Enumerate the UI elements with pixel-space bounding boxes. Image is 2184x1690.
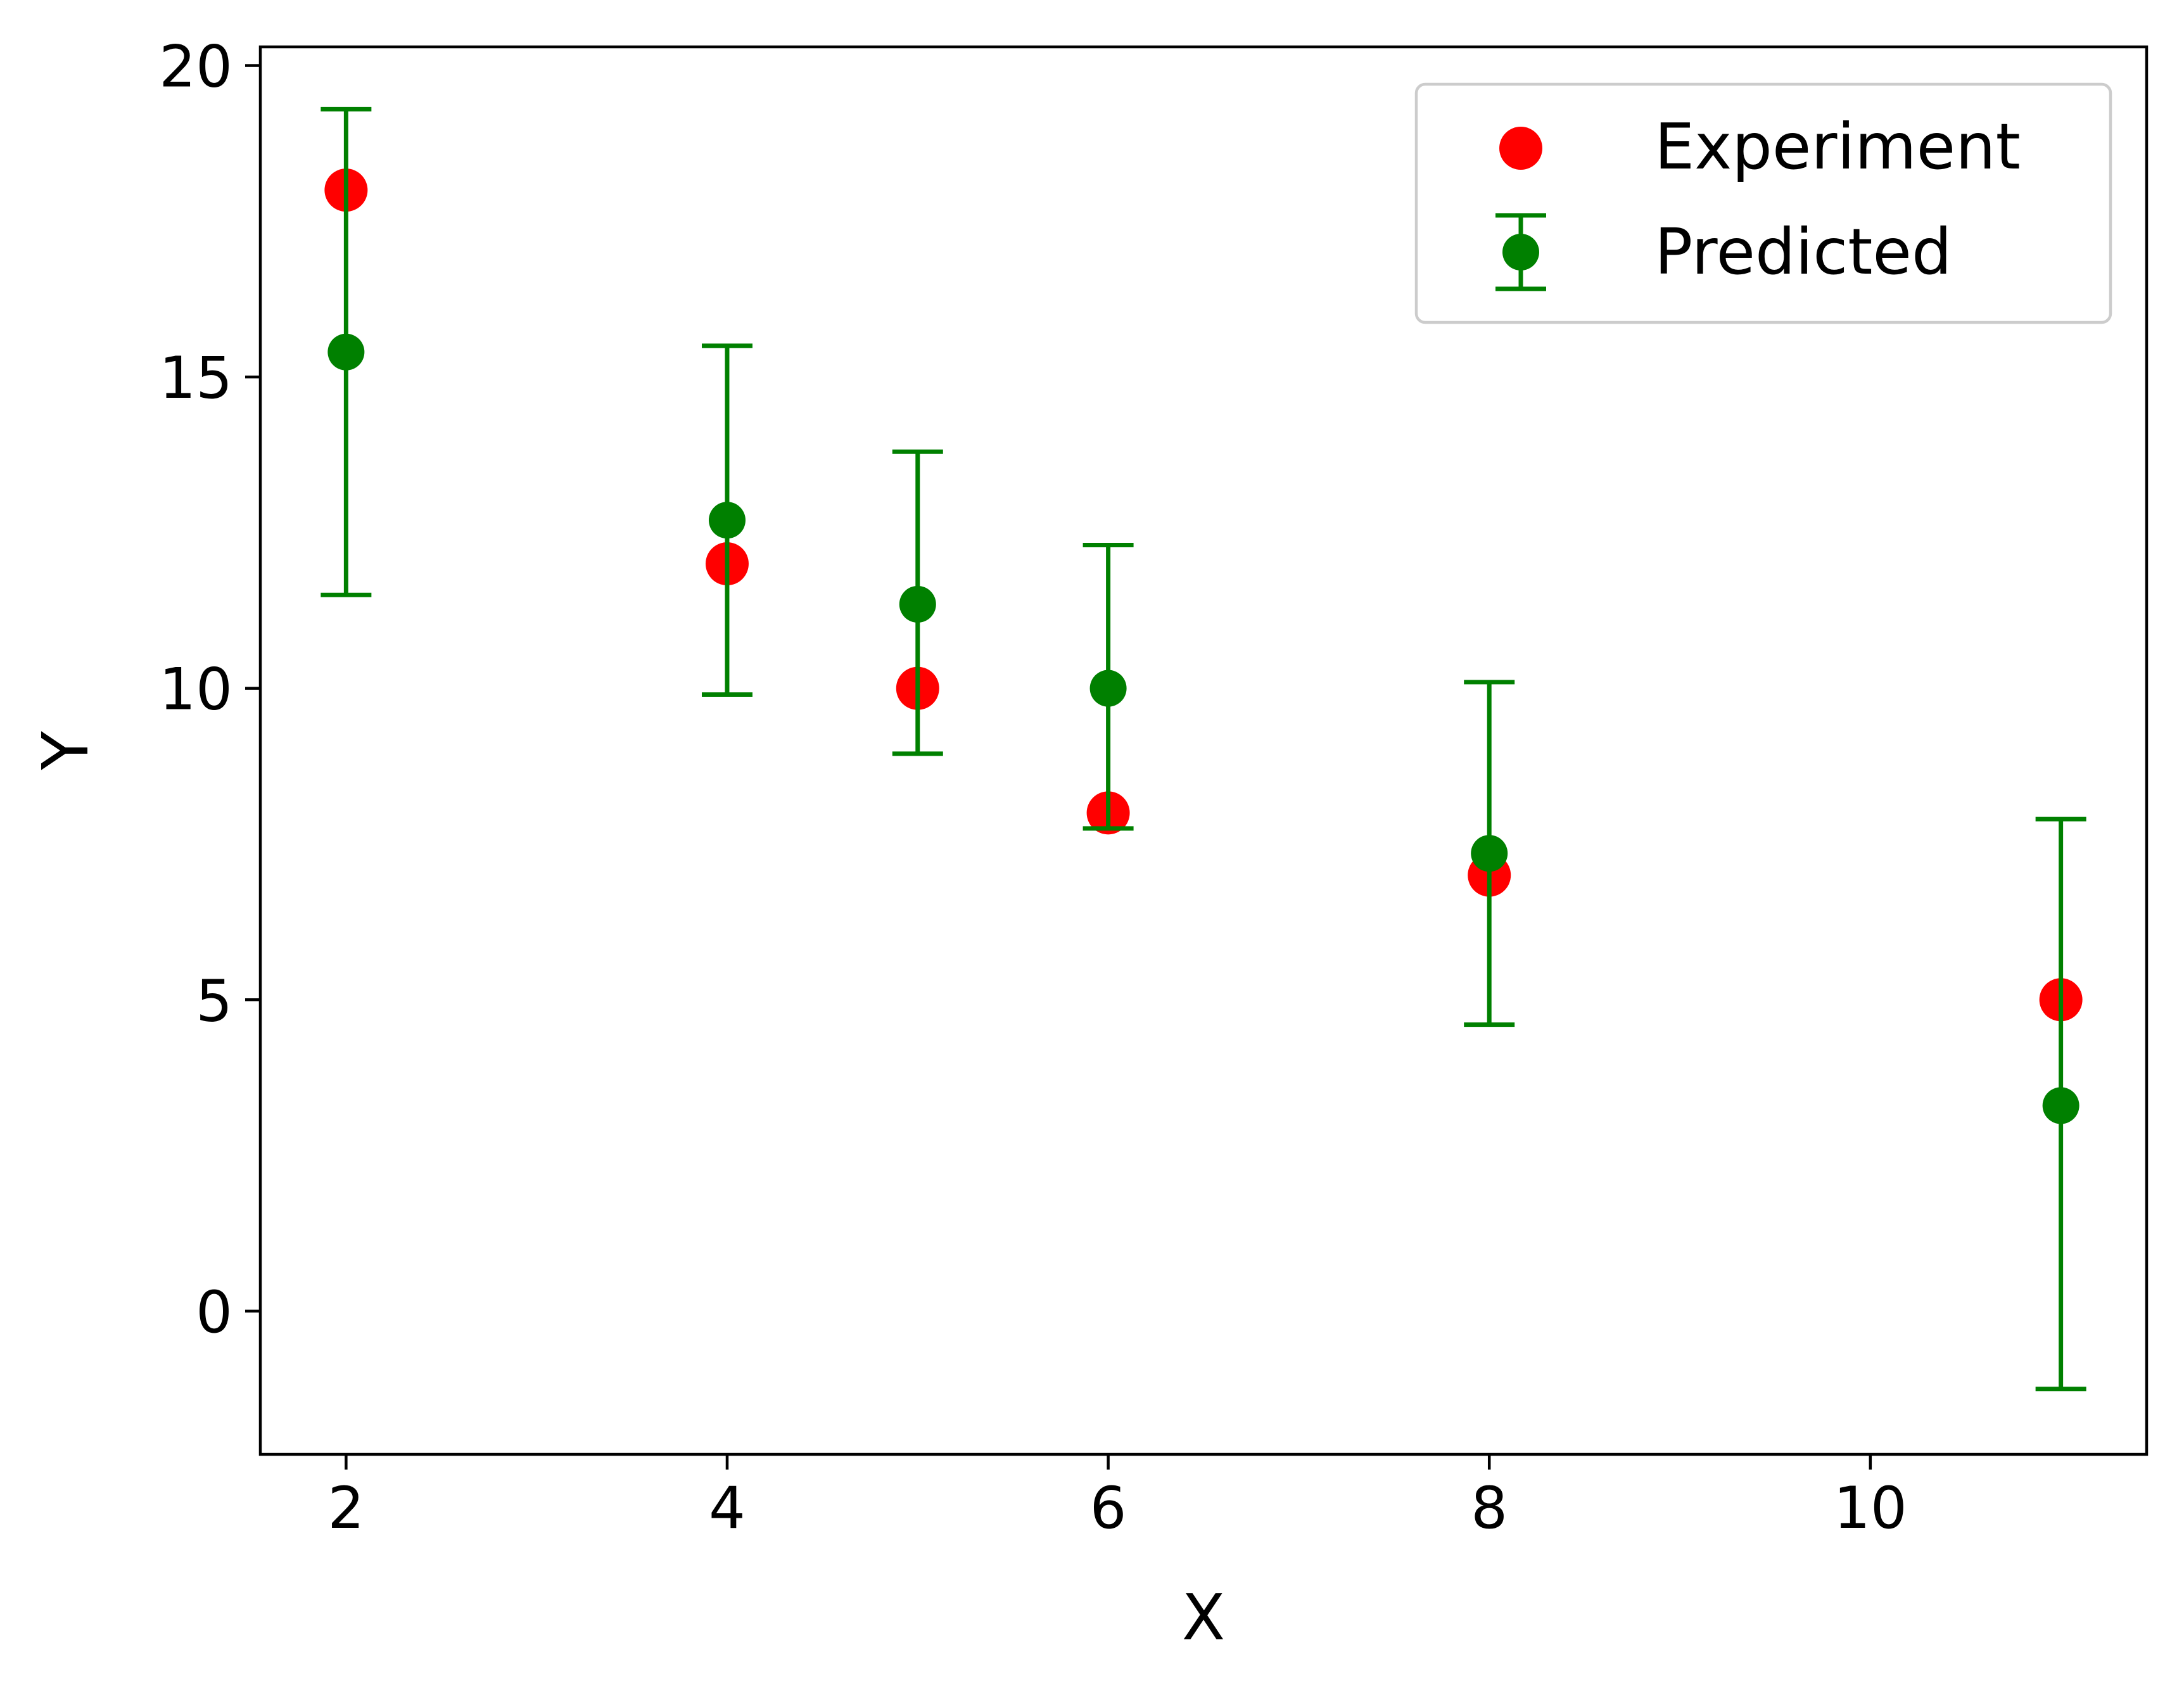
predicted-point: [1471, 835, 1508, 872]
x-axis-label: X: [1182, 1580, 1226, 1655]
legend-frame: [1414, 82, 2112, 324]
predicted-point: [1089, 670, 1127, 707]
y-tick-label: 5: [196, 968, 232, 1034]
y-axis-label: Y: [29, 731, 103, 771]
x-tick-label: 8: [1471, 1475, 1508, 1542]
legend-marker-predicted: [1502, 234, 1539, 270]
y-tick-label: 15: [159, 345, 232, 412]
predicted-point: [327, 333, 365, 371]
axes-frame: [258, 45, 2149, 1456]
y-tick-label: 0: [196, 1280, 232, 1346]
legend-label-experiment: Experiment: [1654, 110, 2021, 184]
plot-area: [321, 106, 2086, 1392]
y-axis-ticks: 0 5 10 15 20: [159, 34, 260, 1346]
predicted-point: [2042, 1087, 2079, 1124]
x-tick-label: 6: [1090, 1475, 1127, 1542]
legend: Experiment Predicted: [1414, 82, 2112, 324]
y-tick-label: 20: [159, 34, 232, 100]
predicted-point: [708, 502, 746, 539]
x-tick-label: 10: [1834, 1475, 1907, 1542]
legend-entry-experiment: Experiment: [1499, 110, 2021, 184]
x-tick-label: 4: [709, 1475, 746, 1542]
legend-marker-experiment: [1499, 127, 1542, 170]
x-tick-label: 2: [327, 1475, 364, 1542]
predicted-point: [899, 585, 936, 623]
x-axis-ticks: 2 4 6 8 10: [327, 1454, 1907, 1542]
legend-label-predicted: Predicted: [1654, 215, 1952, 289]
y-tick-label: 10: [159, 657, 232, 723]
legend-entry-predicted: Predicted: [1495, 213, 1952, 291]
